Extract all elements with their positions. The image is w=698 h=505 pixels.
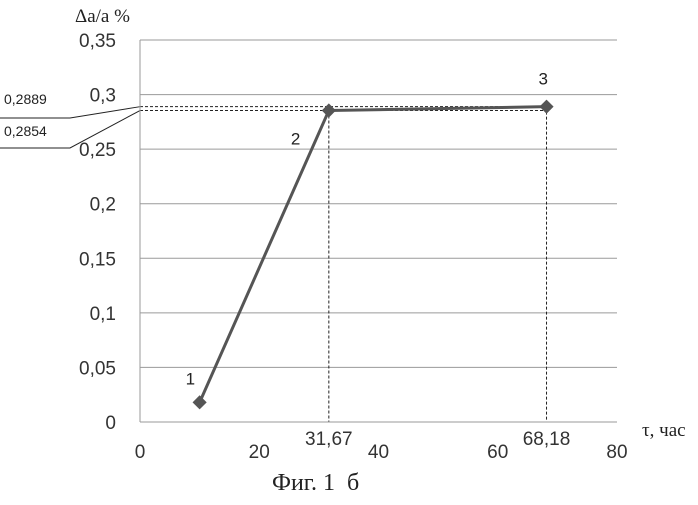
- series: [193, 100, 554, 410]
- point-label: 2: [291, 130, 300, 149]
- y-annotation-label: 0,2889: [4, 91, 47, 107]
- data-point: [193, 395, 207, 409]
- data-point: [322, 103, 336, 117]
- y-axis-title: Δa/a %: [75, 6, 130, 27]
- figure-caption: Фиг. 1 б: [272, 470, 359, 496]
- y-tick-label: 0,1: [90, 304, 116, 325]
- y-tick-label: 0,15: [79, 249, 116, 270]
- y-annotation-leader: [0, 107, 140, 118]
- x-tick-label: 0: [135, 442, 146, 463]
- y-tick-label: 0: [105, 413, 116, 434]
- x-axis-title: τ, час: [642, 420, 686, 441]
- x-annotation-label: 31,67: [305, 429, 353, 450]
- y-tick-label: 0,25: [79, 140, 116, 161]
- labels: 0 0,05 0,1 0,15 0,2 0,25 0,3 0,35 0 20 40 60 80 31,67…: [4, 31, 628, 463]
- y-tick-label: 0,2: [90, 195, 116, 216]
- series-line: [200, 107, 547, 403]
- y-tick-label: 0,05: [79, 358, 116, 379]
- data-point: [539, 100, 553, 114]
- gridlines: [140, 40, 617, 367]
- x-tick-label: 80: [606, 442, 627, 463]
- y-tick-label: 0,3: [90, 86, 116, 107]
- axes: [140, 40, 617, 422]
- point-label: 3: [539, 70, 548, 89]
- y-annotation-label: 0,2854: [4, 123, 47, 139]
- y-tick-label: 0,35: [79, 31, 116, 52]
- x-tick-label: 60: [487, 442, 508, 463]
- x-tick-label: 20: [249, 442, 270, 463]
- x-tick-label: 40: [368, 442, 389, 463]
- x-annotation-label: 68,18: [523, 429, 571, 450]
- point-label: 1: [186, 369, 195, 388]
